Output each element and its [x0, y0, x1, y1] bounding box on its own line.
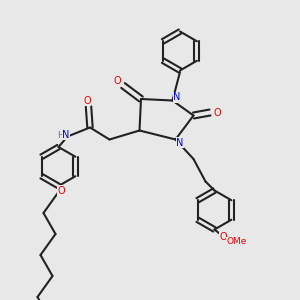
Text: OMe: OMe	[227, 237, 247, 246]
Text: N: N	[176, 137, 184, 148]
Text: O: O	[113, 76, 121, 86]
Text: O: O	[58, 185, 65, 196]
Text: H: H	[57, 130, 63, 140]
Text: N: N	[62, 130, 70, 140]
Text: O: O	[220, 232, 227, 242]
Text: N: N	[173, 92, 181, 103]
Text: O: O	[214, 107, 221, 118]
Text: O: O	[83, 95, 91, 106]
